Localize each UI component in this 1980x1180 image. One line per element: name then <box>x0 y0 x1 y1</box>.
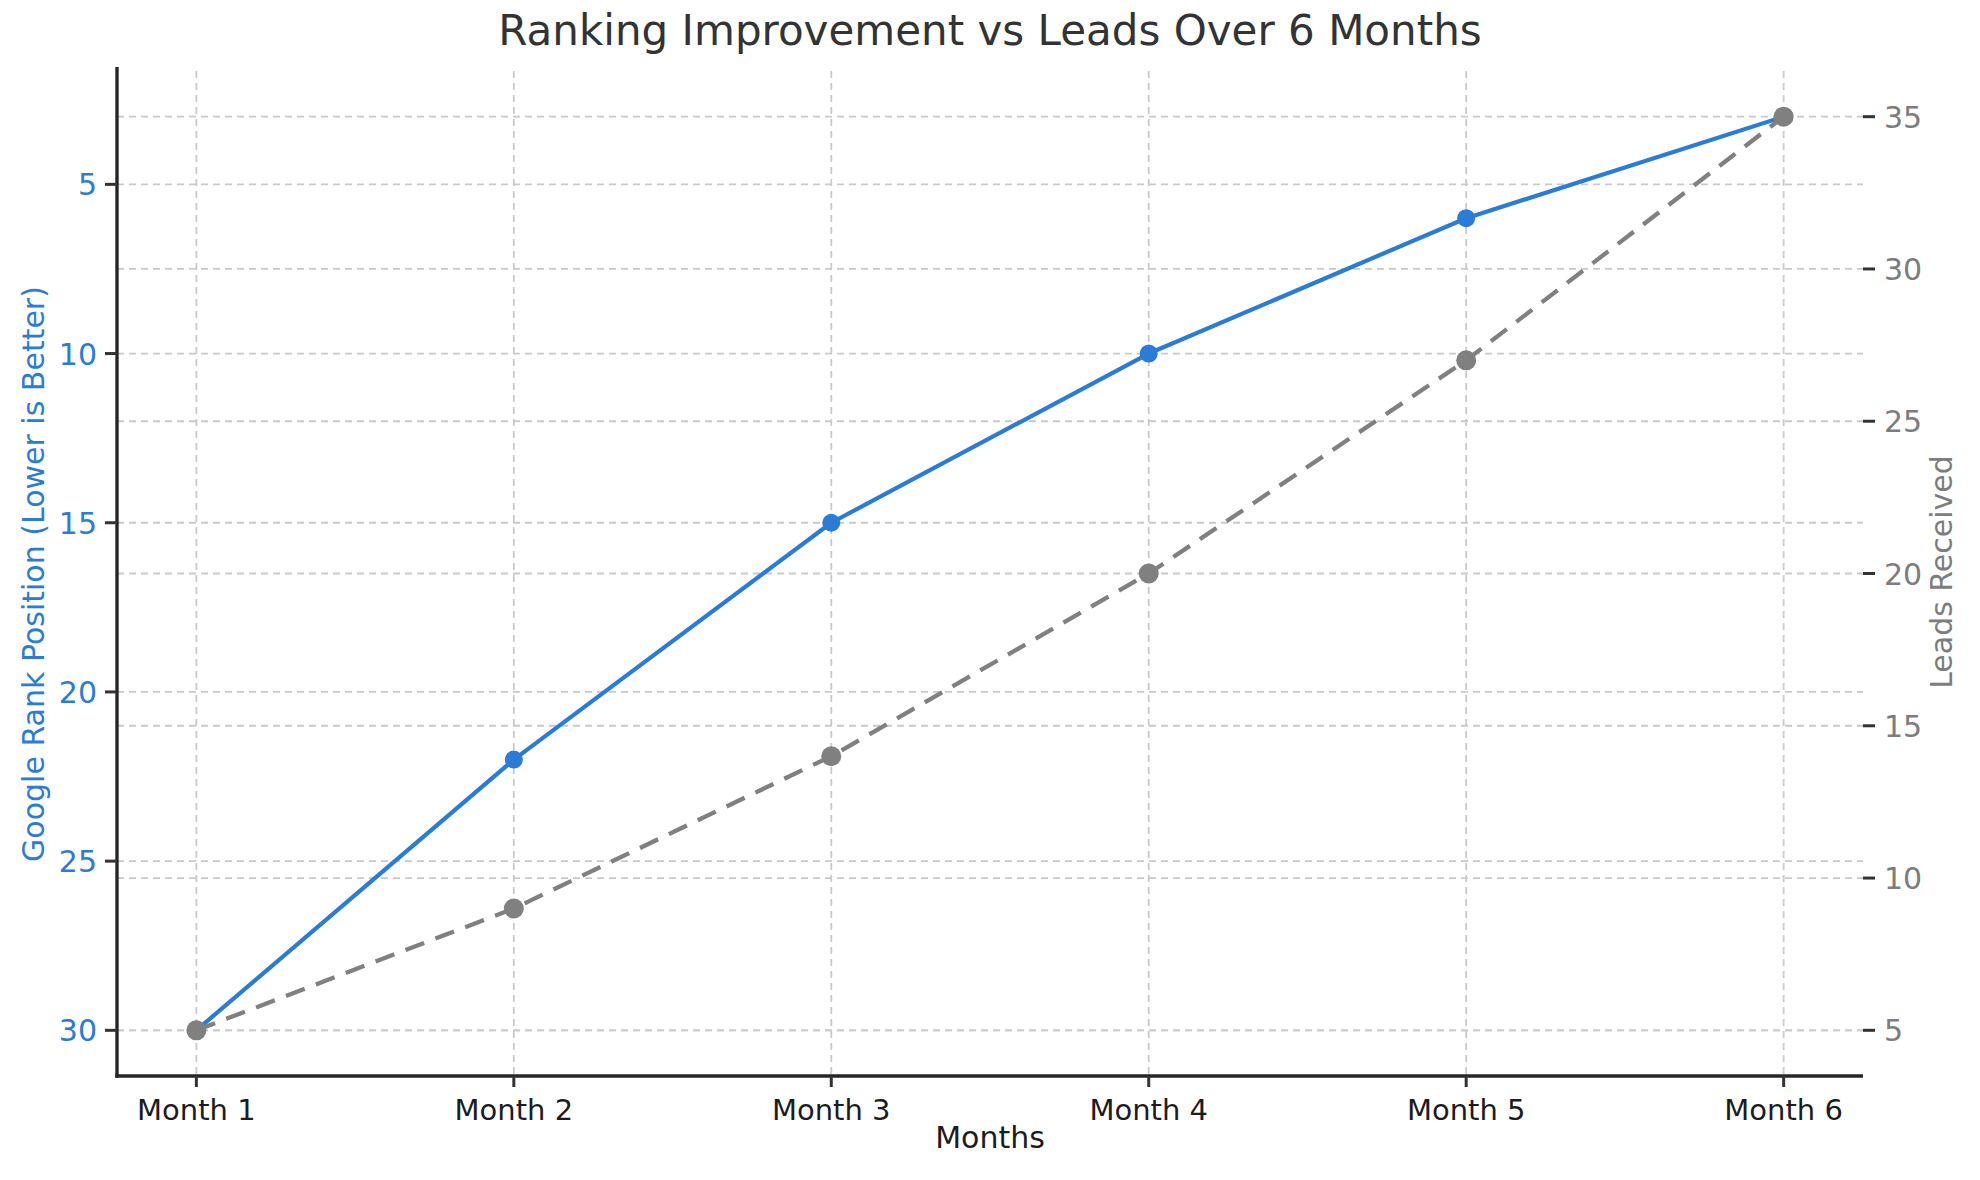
right-tick-label-15: 15 <box>1884 709 1922 744</box>
rank-marker-3 <box>822 514 840 532</box>
leads-marker-2 <box>504 899 524 919</box>
x-tick-label-4: Month 4 <box>1089 1093 1208 1127</box>
leads-marker-5 <box>1456 350 1476 370</box>
leads-marker-1 <box>186 1020 206 1040</box>
right-tick-label-5: 5 <box>1884 1013 1903 1048</box>
x-tick-label-3: Month 3 <box>772 1093 891 1127</box>
x-tick-label-2: Month 2 <box>455 1093 574 1127</box>
left-tick-label-20: 20 <box>59 675 97 710</box>
x-tick-label-6: Month 6 <box>1724 1093 1843 1127</box>
right-tick-label-10: 10 <box>1884 861 1922 896</box>
rank-marker-2 <box>505 751 523 769</box>
left-tick-label-15: 15 <box>59 506 97 541</box>
rank-marker-4 <box>1140 345 1158 363</box>
leads-marker-3 <box>821 746 841 766</box>
right-tick-label-25: 25 <box>1884 404 1922 439</box>
rank-marker-5 <box>1457 209 1475 227</box>
left-tick-label-30: 30 <box>59 1013 97 1048</box>
chart-figure: Ranking Improvement vs Leads Over 6 Mont… <box>0 0 1980 1180</box>
left-tick-label-25: 25 <box>59 844 97 879</box>
x-tick-label-5: Month 5 <box>1407 1093 1526 1127</box>
right-tick-label-20: 20 <box>1884 557 1922 592</box>
leads-marker-4 <box>1139 564 1159 584</box>
left-tick-label-10: 10 <box>59 337 97 372</box>
left-tick-label-5: 5 <box>78 167 97 202</box>
right-tick-label-35: 35 <box>1884 100 1922 135</box>
leads-marker-6 <box>1774 107 1794 127</box>
chart-canvas: 5 10 15 20 25 30 5 10 15 20 25 30 35 Month 1 Month 2 Mo… <box>0 0 1980 1180</box>
right-tick-label-30: 30 <box>1884 252 1922 287</box>
x-tick-label-1: Month 1 <box>137 1093 256 1127</box>
